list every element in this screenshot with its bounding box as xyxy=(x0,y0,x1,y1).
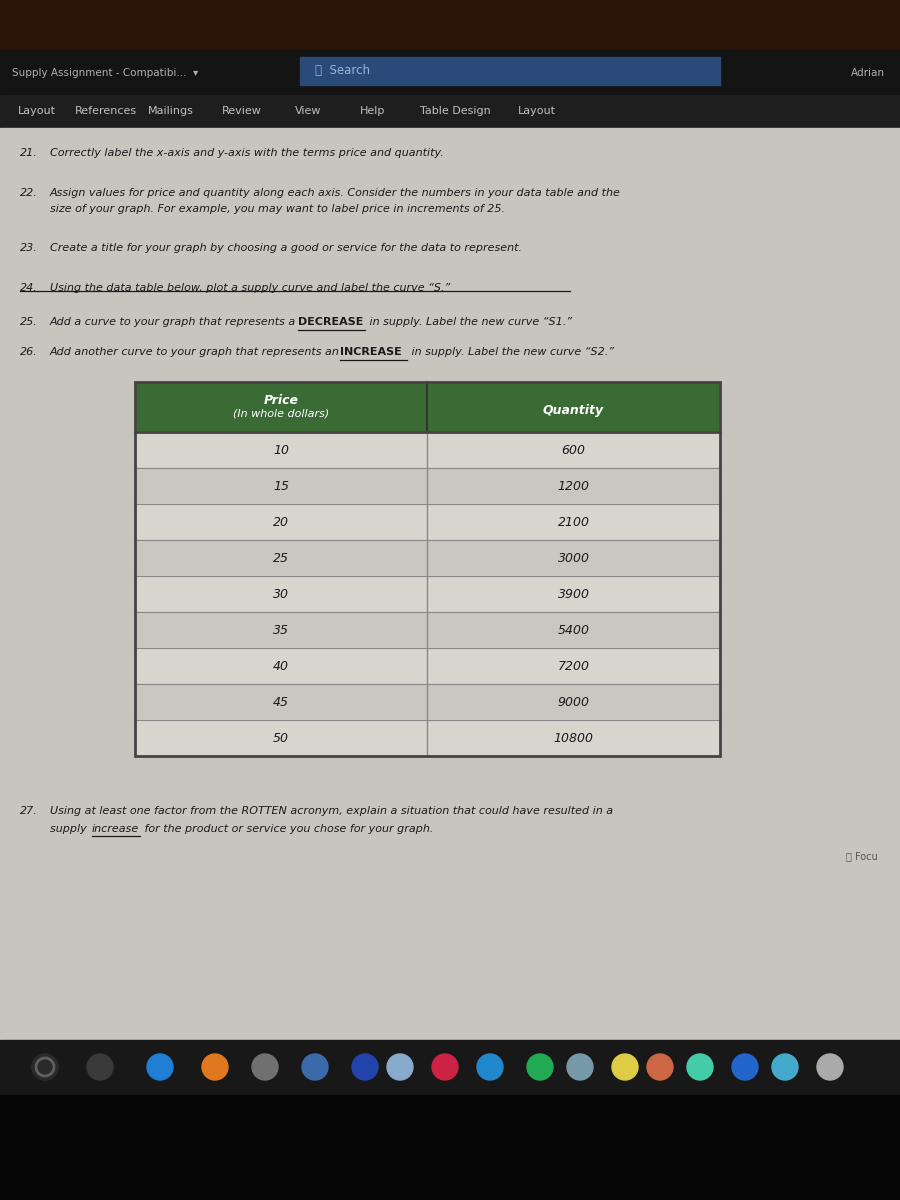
Bar xyxy=(135,504,720,540)
Text: 21.: 21. xyxy=(20,148,38,158)
Bar xyxy=(135,540,720,576)
Circle shape xyxy=(202,1054,228,1080)
Bar xyxy=(0,1040,900,1094)
Text: (In whole dollars): (In whole dollars) xyxy=(233,409,329,419)
Circle shape xyxy=(32,1054,58,1080)
Circle shape xyxy=(732,1054,758,1080)
Circle shape xyxy=(432,1054,458,1080)
Text: 30: 30 xyxy=(273,588,289,600)
Bar xyxy=(135,720,720,756)
Circle shape xyxy=(302,1054,328,1080)
Text: 3000: 3000 xyxy=(557,552,590,564)
Text: Price: Price xyxy=(264,394,299,407)
Text: INCREASE: INCREASE xyxy=(340,347,401,358)
Text: 9000: 9000 xyxy=(557,696,590,708)
Bar xyxy=(135,648,720,684)
Circle shape xyxy=(817,1054,843,1080)
Text: Add a curve to your graph that represents a: Add a curve to your graph that represent… xyxy=(50,317,300,326)
Text: 25.: 25. xyxy=(20,317,38,326)
Text: Layout: Layout xyxy=(518,106,556,116)
Bar xyxy=(135,684,720,720)
Text: 5400: 5400 xyxy=(557,624,590,636)
Text: in supply. Label the new curve “S2.”: in supply. Label the new curve “S2.” xyxy=(408,347,614,358)
Bar xyxy=(0,95,900,128)
Bar xyxy=(0,0,900,50)
Text: 3900: 3900 xyxy=(557,588,590,600)
Bar xyxy=(0,1094,900,1200)
Text: 26.: 26. xyxy=(20,347,38,358)
Text: Layout: Layout xyxy=(18,106,56,116)
Circle shape xyxy=(527,1054,553,1080)
Text: for the product or service you chose for your graph.: for the product or service you chose for… xyxy=(141,824,434,834)
Text: 25: 25 xyxy=(273,552,289,564)
Text: Using at least one factor from the ROTTEN acronym, explain a situation that coul: Using at least one factor from the ROTTE… xyxy=(50,806,613,816)
Text: Using the data table below, plot a supply curve and label the curve “S.”: Using the data table below, plot a suppl… xyxy=(50,283,450,293)
Text: increase: increase xyxy=(92,824,140,834)
Circle shape xyxy=(567,1054,593,1080)
Circle shape xyxy=(687,1054,713,1080)
Circle shape xyxy=(147,1054,173,1080)
Text: 24.: 24. xyxy=(20,283,38,293)
Text: DECREASE: DECREASE xyxy=(298,317,364,326)
Text: Review: Review xyxy=(222,106,262,116)
Text: 35: 35 xyxy=(273,624,289,636)
Text: 1200: 1200 xyxy=(557,480,590,492)
Text: 10: 10 xyxy=(273,444,289,456)
Text: supply: supply xyxy=(50,824,90,834)
Circle shape xyxy=(647,1054,673,1080)
Bar xyxy=(300,56,720,85)
Text: Table Design: Table Design xyxy=(420,106,490,116)
Circle shape xyxy=(477,1054,503,1080)
Circle shape xyxy=(387,1054,413,1080)
Bar xyxy=(0,128,900,1040)
Text: 10800: 10800 xyxy=(554,732,593,744)
Text: size of your graph. For example, you may want to label price in increments of 25: size of your graph. For example, you may… xyxy=(50,204,505,214)
Text: 20: 20 xyxy=(273,516,289,528)
Circle shape xyxy=(252,1054,278,1080)
Bar xyxy=(0,50,900,95)
Bar xyxy=(135,468,720,504)
Text: 23.: 23. xyxy=(20,242,38,253)
Text: Correctly label the x-axis and y-axis with the terms price and quantity.: Correctly label the x-axis and y-axis wi… xyxy=(50,148,444,158)
Text: Add another curve to your graph that represents an: Add another curve to your graph that rep… xyxy=(50,347,344,358)
Text: 2100: 2100 xyxy=(557,516,590,528)
Text: View: View xyxy=(295,106,321,116)
Text: Quantity: Quantity xyxy=(543,404,604,416)
Text: 50: 50 xyxy=(273,732,289,744)
Circle shape xyxy=(612,1054,638,1080)
Text: Supply Assignment - Compatibi...  ▾: Supply Assignment - Compatibi... ▾ xyxy=(12,68,198,78)
Text: 40: 40 xyxy=(273,660,289,672)
Text: 22.: 22. xyxy=(20,188,38,198)
Text: 15: 15 xyxy=(273,480,289,492)
Text: in supply. Label the new curve “S1.”: in supply. Label the new curve “S1.” xyxy=(366,317,572,326)
Text: Assign values for price and quantity along each axis. Consider the numbers in yo: Assign values for price and quantity alo… xyxy=(50,188,621,198)
Circle shape xyxy=(87,1054,113,1080)
Bar xyxy=(135,612,720,648)
Text: Adrian: Adrian xyxy=(851,68,885,78)
Text: ⓓ Focu: ⓓ Focu xyxy=(846,851,878,862)
Text: References: References xyxy=(75,106,137,116)
Text: 7200: 7200 xyxy=(557,660,590,672)
Text: 600: 600 xyxy=(562,444,586,456)
Text: ⌕  Search: ⌕ Search xyxy=(315,65,370,78)
Bar xyxy=(135,382,720,432)
Text: Mailings: Mailings xyxy=(148,106,194,116)
Text: 45: 45 xyxy=(273,696,289,708)
Bar xyxy=(135,432,720,468)
Text: Create a title for your graph by choosing a good or service for the data to repr: Create a title for your graph by choosin… xyxy=(50,242,522,253)
Circle shape xyxy=(352,1054,378,1080)
Text: Help: Help xyxy=(360,106,385,116)
Text: 27.: 27. xyxy=(20,806,38,816)
Circle shape xyxy=(772,1054,798,1080)
Circle shape xyxy=(32,1054,58,1080)
Bar xyxy=(135,576,720,612)
Bar xyxy=(135,382,720,756)
